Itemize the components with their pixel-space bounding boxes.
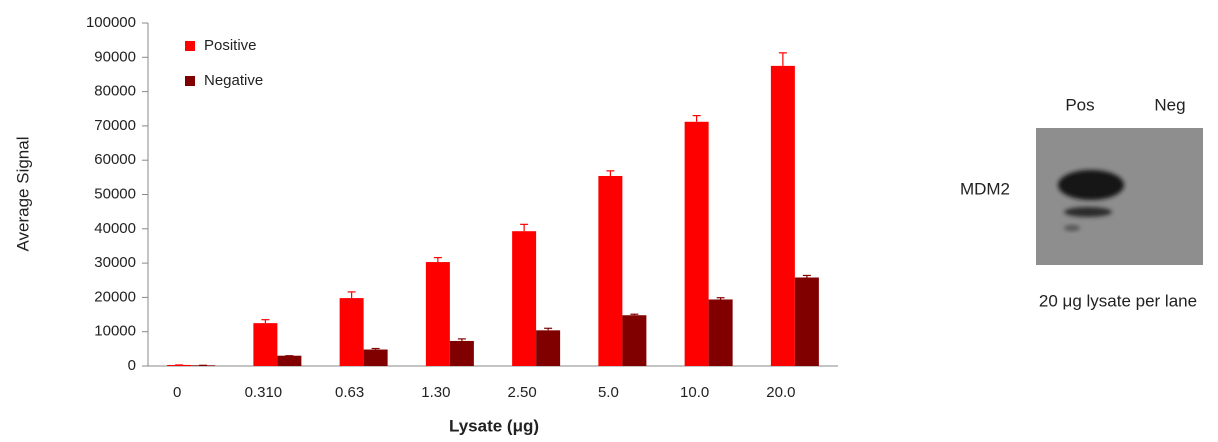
lane-label: Neg <box>1154 95 1185 114</box>
y-tick-label: 0 <box>128 357 136 374</box>
x-tick-label: 1.30 <box>421 384 450 401</box>
error-bar <box>372 349 380 350</box>
x-tick-label: 20.0 <box>766 384 795 401</box>
y-tick-label: 40000 <box>94 220 136 237</box>
legend-swatch <box>185 76 195 86</box>
bar <box>536 330 560 366</box>
y-tick-label: 70000 <box>94 117 136 134</box>
bar <box>685 122 709 366</box>
blot-band <box>1064 207 1112 217</box>
western-blot: Pos Neg MDM2 20 μg lysate per lane <box>960 95 1203 310</box>
y-tick-label: 100000 <box>86 14 136 31</box>
error-bar <box>544 328 552 330</box>
band-label: MDM2 <box>960 179 1010 198</box>
bar <box>253 323 277 366</box>
error-bar <box>606 171 614 176</box>
blot-band <box>1064 225 1080 231</box>
x-tick-label: 0 <box>173 384 181 401</box>
error-bar <box>779 53 787 66</box>
error-bar <box>717 298 725 300</box>
bar <box>795 278 819 366</box>
y-tick-label: 20000 <box>94 288 136 305</box>
error-bar <box>693 116 701 122</box>
y-tick-label: 80000 <box>94 83 136 100</box>
bar <box>277 356 301 366</box>
legend-label: Negative <box>204 72 263 89</box>
bar <box>709 299 733 366</box>
bar <box>426 262 450 366</box>
legend-swatch <box>185 41 195 51</box>
page: Average Signal Lysate (μg) Pos Neg MDM2 … <box>0 0 1218 442</box>
bar <box>450 341 474 366</box>
y-tick-label: 90000 <box>94 48 136 65</box>
y-tick-label: 30000 <box>94 254 136 271</box>
bar <box>340 298 364 366</box>
y-tick-label: 60000 <box>94 151 136 168</box>
bar <box>622 315 646 366</box>
bar <box>598 176 622 366</box>
blot-caption: 20 μg lysate per lane <box>1039 291 1197 310</box>
y-tick-label: 10000 <box>94 323 136 340</box>
blot-band <box>1058 170 1124 200</box>
y-tick-label: 50000 <box>94 185 136 202</box>
error-bar <box>348 292 356 298</box>
error-bar <box>458 339 466 341</box>
x-tick-label: 0.63 <box>335 384 364 401</box>
error-bar <box>803 275 811 277</box>
x-axis-label: Lysate (μg) <box>449 416 539 435</box>
x-tick-label: 10.0 <box>680 384 709 401</box>
bar <box>771 66 795 366</box>
x-tick-label: 5.0 <box>598 384 619 401</box>
legend-label: Positive <box>204 37 257 54</box>
lane-label: Pos <box>1065 95 1094 114</box>
error-bar <box>630 314 638 315</box>
x-tick-label: 2.50 <box>508 384 537 401</box>
bar <box>364 350 388 366</box>
y-axis-label: Average Signal <box>13 137 32 252</box>
bar <box>512 231 536 366</box>
blot-membrane <box>1036 128 1203 265</box>
error-bar <box>434 258 442 262</box>
x-tick-label: 0.310 <box>245 384 283 401</box>
error-bar <box>520 224 528 231</box>
error-bar <box>261 320 269 323</box>
